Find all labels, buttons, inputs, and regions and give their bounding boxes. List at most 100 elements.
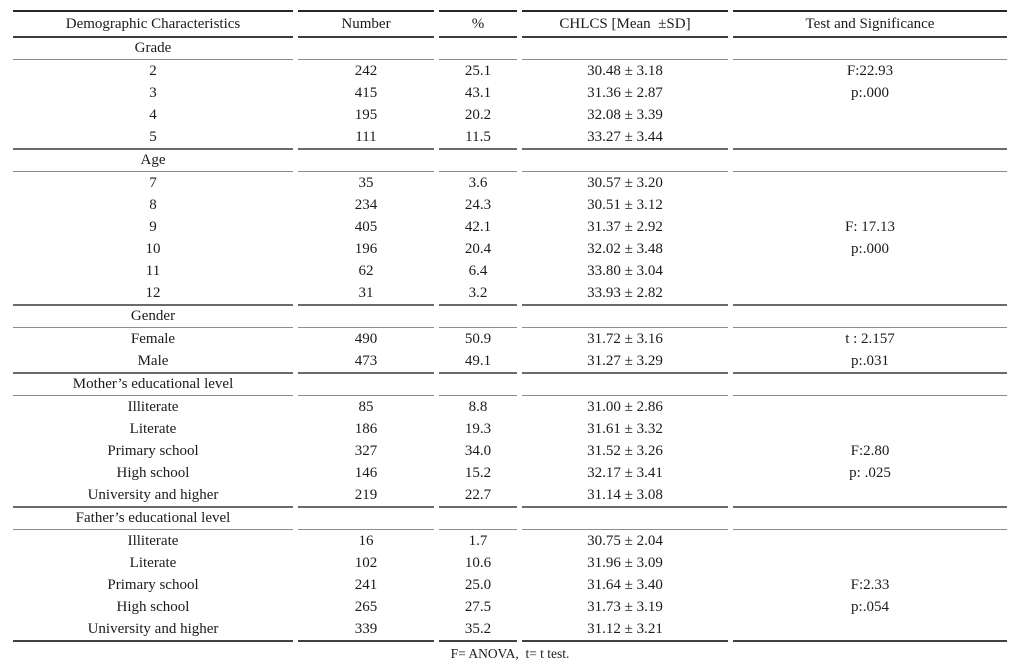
table-row: Male 473 49.1 31.27 ± 3.29 p:.031 xyxy=(13,350,1007,372)
cell-characteristic: High school xyxy=(116,465,190,481)
cell-characteristic: Male xyxy=(137,353,169,369)
cell-characteristic: 3 xyxy=(149,85,157,101)
cell-chlcs: 32.17 ± 3.41 xyxy=(587,465,663,481)
cell-percent: 34.0 xyxy=(464,443,492,459)
header-cell-demographic-characteristics: Demographic Characteristics xyxy=(13,10,293,38)
cell-chlcs: 31.52 ± 3.26 xyxy=(587,443,663,459)
cell-number: 265 xyxy=(354,599,378,615)
cell-number: 102 xyxy=(354,555,378,571)
cell-percent: 10.6 xyxy=(464,555,492,571)
section-label: Grade xyxy=(13,38,293,60)
table-row: 11 62 6.4 33.80 ± 3.04 xyxy=(13,260,1007,282)
cell-chlcs: 31.00 ± 2.86 xyxy=(587,399,663,415)
cell-test xyxy=(733,552,1007,574)
cell-chlcs: 31.73 ± 3.19 xyxy=(587,599,663,615)
cell-characteristic: 7 xyxy=(149,175,157,191)
cell-number: 35 xyxy=(358,175,374,191)
cell-test xyxy=(733,484,1007,506)
section-filler-cell xyxy=(439,372,517,396)
section-filler-cell xyxy=(298,148,434,172)
cell-characteristic: 5 xyxy=(149,129,157,145)
cell-chlcs: 30.48 ± 3.18 xyxy=(587,63,663,79)
cell-test xyxy=(733,530,1007,552)
cell-percent: 25.0 xyxy=(464,577,492,593)
cell-chlcs: 31.36 ± 2.87 xyxy=(587,85,663,101)
cell-test: F:2.80 xyxy=(850,443,890,459)
section-label: Father’s educational level xyxy=(13,506,293,530)
cell-percent: 24.3 xyxy=(464,197,492,213)
cell-number: 196 xyxy=(354,241,378,257)
cell-characteristic: 8 xyxy=(149,197,157,213)
cell-number: 339 xyxy=(298,618,434,642)
section-filler-cell xyxy=(733,372,1007,396)
cell-number: 111 xyxy=(355,129,377,145)
cell-percent: 8.8 xyxy=(468,399,488,415)
section-filler-cell xyxy=(439,38,517,60)
cell-percent: 3.2 xyxy=(468,285,488,301)
cell-chlcs: 31.27 ± 3.29 xyxy=(587,353,663,369)
section-filler-cell xyxy=(522,304,728,328)
cell-characteristic: 10 xyxy=(145,241,161,257)
cell-test: p: .025 xyxy=(849,465,891,481)
cell-chlcs: 32.08 ± 3.39 xyxy=(587,107,663,123)
table-row: Literate 102 10.6 31.96 ± 3.09 xyxy=(13,552,1007,574)
cell-number: 415 xyxy=(354,85,378,101)
cell-chlcs: 31.37 ± 2.92 xyxy=(587,219,663,235)
section-row-gender: Gender xyxy=(13,304,1007,328)
cell-chlcs: 32.02 ± 3.48 xyxy=(587,241,663,257)
cell-chlcs: 31.96 ± 3.09 xyxy=(587,555,663,571)
table-row: 3 415 43.1 31.36 ± 2.87 p:.000 xyxy=(13,82,1007,104)
cell-characteristic: 11 xyxy=(145,263,161,279)
cell-chlcs: 33.80 ± 3.04 xyxy=(587,263,663,279)
cell-percent: 15.2 xyxy=(464,465,492,481)
table-row: 10 196 20.4 32.02 ± 3.48 p:.000 xyxy=(13,238,1007,260)
cell-test xyxy=(733,260,1007,282)
cell-chlcs: 31.14 ± 3.08 xyxy=(587,487,663,503)
section-filler-cell xyxy=(522,148,728,172)
section-row-mother-s-educational-level: Mother’s educational level xyxy=(13,372,1007,396)
cell-number: 473 xyxy=(354,353,378,369)
header-cell-chlcs-mean-sd: CHLCS [Mean ±SD] xyxy=(522,10,728,38)
cell-percent: 25.1 xyxy=(464,63,492,79)
cell-characteristic: Literate xyxy=(129,555,177,571)
section-filler-cell xyxy=(298,304,434,328)
table-footnote: F= ANOVA, t= t test. xyxy=(450,646,570,661)
cell-chlcs: 30.57 ± 3.20 xyxy=(587,175,663,191)
cell-test xyxy=(733,418,1007,440)
cell-characteristic: 9 xyxy=(149,219,157,235)
section-filler-cell xyxy=(439,304,517,328)
cell-percent: 6.4 xyxy=(468,263,488,279)
cell-test: F:2.33 xyxy=(850,577,890,593)
cell-chlcs: 30.75 ± 2.04 xyxy=(587,533,663,549)
table-row: Female 490 50.9 31.72 ± 3.16 t : 2.157 xyxy=(13,328,1007,350)
cell-percent: 1.7 xyxy=(468,533,488,549)
cell-percent: 19.3 xyxy=(464,421,492,437)
header-cell-number: Number xyxy=(298,10,434,38)
cell-test: p:.054 xyxy=(851,599,889,615)
section-row-father-s-educational-level: Father’s educational level xyxy=(13,506,1007,530)
cell-test xyxy=(733,194,1007,216)
table-row: High school 265 27.5 31.73 ± 3.19 p:.054 xyxy=(13,596,1007,618)
section-filler-cell xyxy=(439,148,517,172)
section-filler-cell xyxy=(298,372,434,396)
table-row: 5 111 11.5 33.27 ± 3.44 xyxy=(13,126,1007,148)
cell-characteristic: Illiterate xyxy=(127,533,179,549)
cell-characteristic: 4 xyxy=(149,107,157,123)
section-filler-cell xyxy=(298,506,434,530)
cell-percent: 27.5 xyxy=(464,599,492,615)
table-row: Illiterate 16 1.7 30.75 ± 2.04 xyxy=(13,530,1007,552)
cell-number: 405 xyxy=(354,219,378,235)
cell-characteristic: Female xyxy=(130,331,176,347)
cell-test: F:22.93 xyxy=(846,63,894,79)
section-filler-cell xyxy=(298,38,434,60)
cell-percent: 35.2 xyxy=(439,618,517,642)
cell-characteristic: Illiterate xyxy=(127,399,179,415)
section-filler-cell xyxy=(733,506,1007,530)
header-cell-test-and-significance: Test and Significance xyxy=(733,10,1007,38)
table-row: Illiterate 85 8.8 31.00 ± 2.86 xyxy=(13,396,1007,418)
table-row: 8 234 24.3 30.51 ± 3.12 xyxy=(13,194,1007,216)
table-row: Primary school 241 25.0 31.64 ± 3.40 F:2.33 xyxy=(13,574,1007,596)
cell-number: 219 xyxy=(354,487,378,503)
section-filler-cell xyxy=(522,38,728,60)
cell-number: 195 xyxy=(354,107,378,123)
